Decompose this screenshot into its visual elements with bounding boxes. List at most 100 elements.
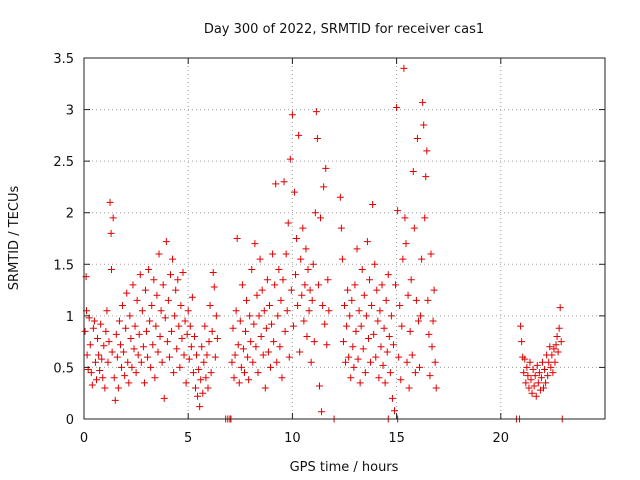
data-point	[264, 348, 272, 356]
data-point	[100, 342, 108, 350]
data-point	[518, 338, 526, 346]
data-point	[360, 291, 368, 299]
data-point	[132, 369, 140, 377]
data-point	[112, 330, 120, 338]
data-point	[427, 250, 435, 258]
data-point	[420, 121, 428, 129]
data-point	[254, 369, 262, 377]
data-point	[549, 369, 557, 377]
data-point	[168, 327, 176, 335]
data-point	[317, 214, 325, 222]
y-tick-label: 2	[66, 207, 74, 222]
data-point	[421, 214, 429, 222]
data-point	[551, 358, 559, 366]
data-point	[419, 98, 427, 106]
data-point	[134, 351, 142, 359]
data-point	[397, 376, 405, 384]
data-point	[198, 343, 206, 351]
y-tick-label: 0.5	[53, 361, 74, 376]
data-point	[118, 363, 126, 371]
data-point	[108, 348, 116, 356]
data-point	[520, 369, 528, 377]
data-point	[347, 374, 355, 382]
data-point	[534, 379, 542, 387]
data-point	[90, 317, 98, 325]
data-point	[99, 374, 107, 382]
data-point	[323, 341, 331, 349]
data-point	[87, 369, 95, 377]
data-point	[209, 269, 217, 277]
y-tick-label: 0	[66, 413, 74, 428]
data-point	[169, 255, 177, 263]
data-point	[429, 317, 437, 325]
data-point	[373, 286, 381, 294]
data-point	[243, 296, 251, 304]
data-point	[384, 271, 392, 279]
data-point	[537, 374, 545, 382]
data-point	[406, 327, 414, 335]
data-point	[151, 374, 159, 382]
data-point	[130, 345, 138, 353]
data-point	[275, 265, 283, 273]
x-axis-label: GPS time / hours	[290, 460, 399, 475]
y-axis-label: SRMTID / TECUs	[7, 186, 22, 291]
data-point	[153, 291, 161, 299]
data-point	[413, 134, 421, 142]
data-point	[240, 369, 248, 377]
data-point	[405, 384, 413, 392]
data-point	[162, 238, 170, 246]
data-point	[547, 363, 555, 371]
data-point	[250, 320, 258, 328]
data-point	[430, 286, 438, 294]
data-point	[362, 312, 370, 320]
data-point	[293, 235, 301, 242]
data-point	[311, 209, 319, 217]
data-point	[337, 224, 345, 232]
data-point	[108, 265, 116, 273]
data-point	[202, 374, 210, 382]
data-point	[261, 384, 269, 392]
data-point	[228, 358, 236, 366]
data-point	[395, 353, 403, 361]
data-point	[524, 372, 532, 380]
data-point	[263, 276, 271, 284]
data-point	[356, 379, 364, 387]
data-point	[247, 338, 255, 346]
data-point	[531, 372, 539, 380]
data-point	[359, 345, 367, 353]
data-point	[265, 302, 273, 310]
data-point	[414, 317, 422, 325]
data-point	[163, 338, 171, 346]
data-point	[113, 353, 121, 361]
data-point	[542, 379, 550, 387]
plot-frame	[83, 57, 606, 420]
data-point	[166, 271, 174, 279]
data-point	[256, 255, 264, 263]
data-point	[255, 312, 263, 320]
data-point	[398, 322, 406, 330]
data-point	[150, 276, 158, 284]
data-point	[363, 238, 371, 246]
data-point	[412, 296, 420, 304]
data-point	[283, 307, 291, 315]
data-point	[525, 384, 533, 392]
y-tick-label: 3.5	[53, 52, 74, 67]
data-point	[156, 332, 164, 340]
data-point	[124, 358, 132, 366]
data-point	[232, 307, 240, 315]
data-point	[369, 200, 377, 208]
data-point	[546, 343, 554, 351]
data-point	[181, 317, 189, 325]
data-point	[102, 327, 110, 335]
data-point	[286, 155, 294, 163]
data-point	[424, 296, 432, 304]
data-point	[199, 389, 207, 397]
data-point	[81, 327, 89, 335]
data-point	[318, 408, 326, 416]
data-point	[122, 324, 130, 332]
data-point	[350, 363, 358, 371]
data-point	[374, 317, 382, 325]
data-point	[116, 341, 124, 349]
data-point	[110, 374, 118, 382]
